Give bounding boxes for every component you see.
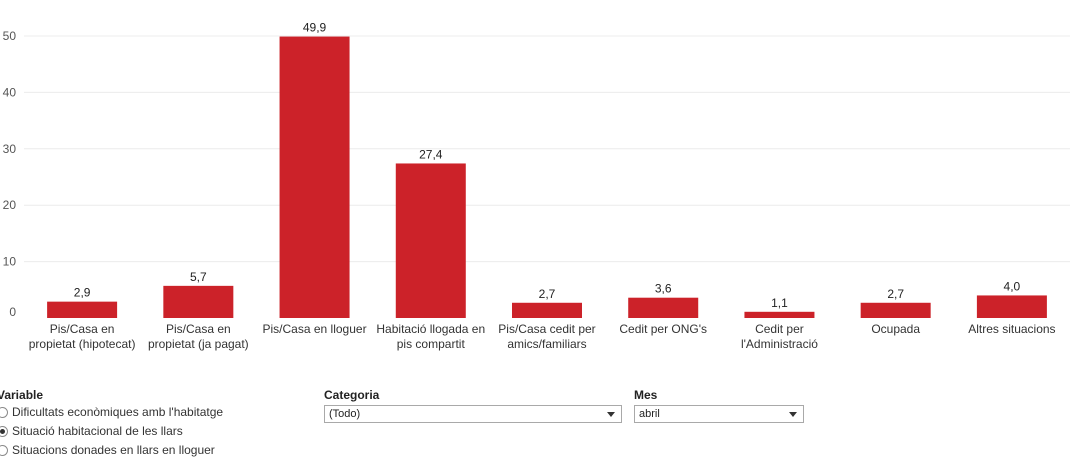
x-category-label: Cedit per ONG's <box>619 322 707 336</box>
bar-chart: 0 10 20 30 40 50 2,9 5,7 49,9 27,4 2,7 3,6 1,1 2,7 4,… <box>3 21 1070 351</box>
bar[interactable] <box>512 302 582 318</box>
x-category-label: propietat (ja pagat) <box>148 337 249 351</box>
y-tick-label: 30 <box>3 142 17 156</box>
bar-value-label: 2,7 <box>539 287 556 301</box>
variable-option-label: Situacions donades en llars en lloguer <box>12 443 215 457</box>
variable-option-lloguer[interactable]: Situacions donades en llars en lloguer <box>0 443 215 457</box>
bar-value-label: 2,9 <box>74 286 91 300</box>
radio-icon[interactable] <box>0 444 8 456</box>
variable-option-dificultats[interactable]: Dificultats econòmiques amb l'habitatge <box>0 405 223 419</box>
categoria-title: Categoria <box>324 388 380 402</box>
x-category-label: Cedit per <box>755 322 804 336</box>
x-category-label: Pis/Casa en <box>166 322 231 336</box>
y-tick-label: 50 <box>3 29 17 43</box>
y-axis: 0 10 20 30 40 50 <box>3 29 17 319</box>
bar-value-label: 3,6 <box>655 282 672 296</box>
x-category-label: Pis/Casa cedit per <box>498 322 595 336</box>
radio-icon[interactable] <box>0 406 8 418</box>
bar[interactable] <box>976 295 1047 318</box>
mes-select[interactable]: abril <box>634 405 804 423</box>
x-category-label: Pis/Casa en <box>50 322 115 336</box>
x-category-label: propietat (hipotecat) <box>29 337 136 351</box>
chevron-down-icon[interactable] <box>789 412 797 417</box>
x-category-label: Altres situacions <box>968 322 1055 336</box>
bar-value-label: 1,1 <box>771 296 788 310</box>
bar[interactable] <box>860 302 931 318</box>
x-category-label: Ocupada <box>871 322 920 336</box>
chevron-down-icon[interactable] <box>607 412 615 417</box>
x-category-label: Habitació llogada en <box>376 322 485 336</box>
bar[interactable] <box>279 36 350 319</box>
mes-title: Mes <box>634 388 658 402</box>
bars: 2,9 5,7 49,9 27,4 2,7 3,6 1,1 2,7 4,0 <box>47 21 1047 319</box>
bar[interactable] <box>47 301 118 318</box>
mes-select-value: abril <box>639 408 660 420</box>
y-tick-label: 20 <box>3 198 17 212</box>
bar[interactable] <box>628 297 699 318</box>
bar[interactable] <box>395 163 466 318</box>
bar-value-label: 4,0 <box>1004 279 1021 293</box>
x-category-label: pis compartit <box>397 337 466 351</box>
bar-value-label: 49,9 <box>303 21 327 35</box>
variable-title: Variable <box>0 388 44 402</box>
y-tick-label: 40 <box>3 85 17 99</box>
bar[interactable] <box>744 311 815 318</box>
variable-option-label: Dificultats econòmiques amb l'habitatge <box>12 405 224 419</box>
bar-value-label: 27,4 <box>419 147 443 161</box>
x-category-label: l'Administració <box>741 337 818 351</box>
filter-controls: Variable Dificultats econòmiques amb l'h… <box>0 386 1073 472</box>
grid-lines <box>24 35 1070 263</box>
x-category-label: Pis/Casa en lloguer <box>263 322 367 336</box>
y-tick-label: 10 <box>3 255 17 269</box>
y-tick-label: 0 <box>9 305 16 319</box>
categoria-select[interactable]: (Todo) <box>324 405 622 423</box>
radio-checked-icon[interactable] <box>0 425 8 437</box>
variable-option-situacio[interactable]: Situació habitacional de les llars <box>0 424 183 438</box>
bar-value-label: 2,7 <box>887 287 904 301</box>
categoria-select-value: (Todo) <box>329 408 361 420</box>
bar-value-label: 5,7 <box>190 270 207 284</box>
variable-option-label: Situació habitacional de les llars <box>12 424 183 438</box>
bar[interactable] <box>163 285 234 318</box>
x-category-label: amics/familiars <box>507 337 586 351</box>
